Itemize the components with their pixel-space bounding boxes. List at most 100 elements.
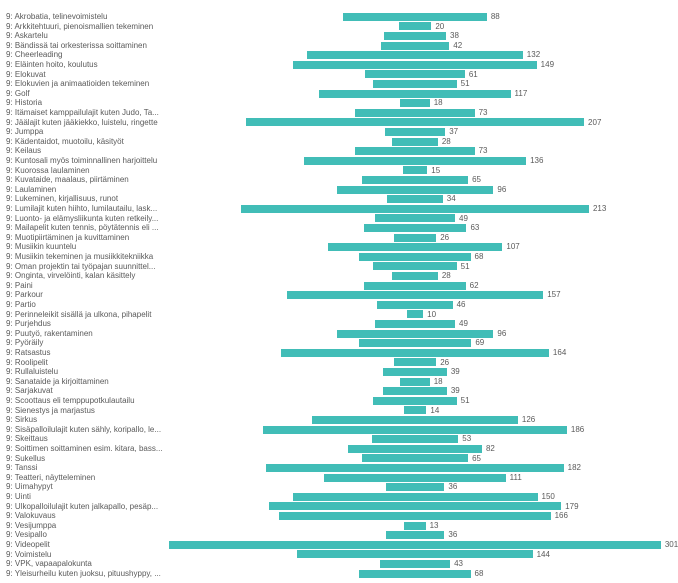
row-value: 186	[571, 425, 584, 435]
bar	[394, 358, 436, 366]
chart-row: 9: Sarjakuvat 39	[0, 386, 678, 396]
chart-row: 9: Laulaminen96	[0, 185, 678, 195]
row-value: 179	[565, 502, 578, 512]
chart-row: 9: Paini62	[0, 281, 678, 291]
chart-row: 9: Partio46	[0, 300, 678, 310]
row-value: 144	[537, 550, 550, 560]
row-label: 9: Roolipelit	[6, 358, 170, 368]
bar	[359, 339, 472, 347]
row-value: 18	[434, 98, 443, 108]
bar	[246, 118, 584, 126]
bar	[383, 368, 447, 376]
bar	[375, 214, 455, 222]
row-value: 68	[475, 252, 484, 262]
row-label: 9: Musiikin tekeminen ja musiikkitekniik…	[6, 252, 170, 262]
row-label: 9: Kuntosali myös toiminnallinen harjoit…	[6, 156, 170, 166]
bar	[399, 22, 432, 30]
chart-row: 9: Cheerleading132	[0, 50, 678, 60]
row-value: 49	[459, 214, 468, 224]
bar	[404, 522, 425, 530]
chart-row: 9: Jäälajit kuten jääkiekko, luistelu, r…	[0, 118, 678, 128]
chart-row: 9: Musiikin kuuntelu107	[0, 242, 678, 252]
row-label: 9: Elokuvat	[6, 70, 170, 80]
row-value: 51	[461, 396, 470, 406]
chart-row: 9: Perinneleikit sisällä ja ulkona, piha…	[0, 310, 678, 320]
row-label: 9: Askartelu	[6, 31, 170, 41]
row-value: 36	[448, 530, 457, 540]
bar	[386, 483, 445, 491]
row-label: 9: Sienestys ja marjastus	[6, 406, 170, 416]
chart-row: 9: Vesijumppa13	[0, 521, 678, 531]
bar	[281, 349, 549, 357]
chart-row: 9: Golf117	[0, 89, 678, 99]
bar	[337, 330, 494, 338]
row-label: 9: Purjehdus	[6, 319, 170, 329]
row-value: 39	[451, 386, 460, 396]
bar	[304, 157, 526, 165]
row-label: 9: Lukeminen, kirjallisuus, runot	[6, 194, 170, 204]
chart-row: 9: Kuvataide, maalaus, piirtäminen65	[0, 175, 678, 185]
bar	[394, 234, 436, 242]
chart-row: 9: Sanataide ja kirjoittaminen18	[0, 377, 678, 387]
bar	[377, 301, 452, 309]
chart-row: 9: Historia 18	[0, 98, 678, 108]
chart-row: 9: Voimistelu 144	[0, 550, 678, 560]
row-label: 9: Kädentaidot, muotoilu, käsityöt	[6, 137, 170, 147]
bar	[387, 195, 443, 203]
chart-row: 9: Skeittaus53	[0, 434, 678, 444]
row-value: 65	[472, 175, 481, 185]
row-label: 9: Sarjakuvat	[6, 386, 170, 396]
row-value: 107	[506, 242, 519, 252]
chart-row: 9: Videopelit301	[0, 540, 678, 550]
bar	[241, 205, 589, 213]
chart-row: 9: Onginta, virvelöinti, kalan käsittely…	[0, 271, 678, 281]
row-label: 9: Historia	[6, 98, 170, 108]
chart-row: 9: Akrobatia, telinevoimistelu88	[0, 12, 678, 22]
chart-row: 9: Elokuvat 61	[0, 70, 678, 80]
chart-row: 9: Sisäpalloilulajit kuten sähly, koripa…	[0, 425, 678, 435]
bar	[362, 176, 468, 184]
bar	[307, 51, 523, 59]
chart-row: 9: Uimahypyt36	[0, 482, 678, 492]
bar	[364, 282, 465, 290]
row-value: 207	[588, 118, 601, 128]
chart-row: 9: Yleisurheilu kuten juoksu, pituushypp…	[0, 569, 678, 579]
bar	[269, 502, 561, 510]
row-value: 82	[486, 444, 495, 454]
row-label: 9: Perinneleikit sisällä ja ulkona, piha…	[6, 310, 170, 320]
row-label: 9: Golf	[6, 89, 170, 99]
row-value: 28	[442, 271, 451, 281]
row-label: 9: Partio	[6, 300, 170, 310]
chart-row: 9: Pyöräily69	[0, 338, 678, 348]
bar	[279, 512, 550, 520]
chart-row: 9: Oman projektin tai työpajan suunnitte…	[0, 262, 678, 272]
row-value: 61	[469, 70, 478, 80]
row-value: 69	[475, 338, 484, 348]
row-label: 9: VPK, vapaapalokunta	[6, 559, 170, 569]
chart-row: 9: Kuorossa laulaminen15	[0, 166, 678, 176]
chart-row: 9: Tanssi182	[0, 463, 678, 473]
row-value: 51	[461, 79, 470, 89]
row-label: 9: Onginta, virvelöinti, kalan käsittely	[6, 271, 170, 281]
bar	[169, 541, 661, 549]
row-label: 9: Akrobatia, telinevoimistelu	[6, 12, 170, 22]
bar	[287, 291, 543, 299]
row-label: 9: Sanataide ja kirjoittaminen	[6, 377, 170, 387]
row-label: 9: Voimistelu	[6, 550, 170, 560]
row-label: 9: Lumilajit kuten hiihto, lumilautailu,…	[6, 204, 170, 214]
bar	[328, 243, 503, 251]
chart-row: 9: Sukellus65	[0, 454, 678, 464]
chart-row: 9: Muotipiirtäminen ja kuvittaminen26	[0, 233, 678, 243]
chart-row: 9: Jumppa37	[0, 127, 678, 137]
chart-row: 9: Kuntosali myös toiminnallinen harjoit…	[0, 156, 678, 166]
horizontal-bar-chart: 9: Akrobatia, telinevoimistelu889: Arkki…	[0, 0, 678, 583]
bar	[365, 70, 465, 78]
row-label: 9: Uimahypyt	[6, 482, 170, 492]
row-label: 9: Sirkus	[6, 415, 170, 425]
chart-row: 9: Musiikin tekeminen ja musiikkitekniik…	[0, 252, 678, 262]
row-label: 9: Itämaiset kamppailulajit kuten Judo, …	[6, 108, 170, 118]
row-value: 96	[497, 329, 506, 339]
row-label: 9: Kuorossa laulaminen	[6, 166, 170, 176]
chart-row: 9: VPK, vapaapalokunta43	[0, 559, 678, 569]
row-value: 132	[527, 50, 540, 60]
